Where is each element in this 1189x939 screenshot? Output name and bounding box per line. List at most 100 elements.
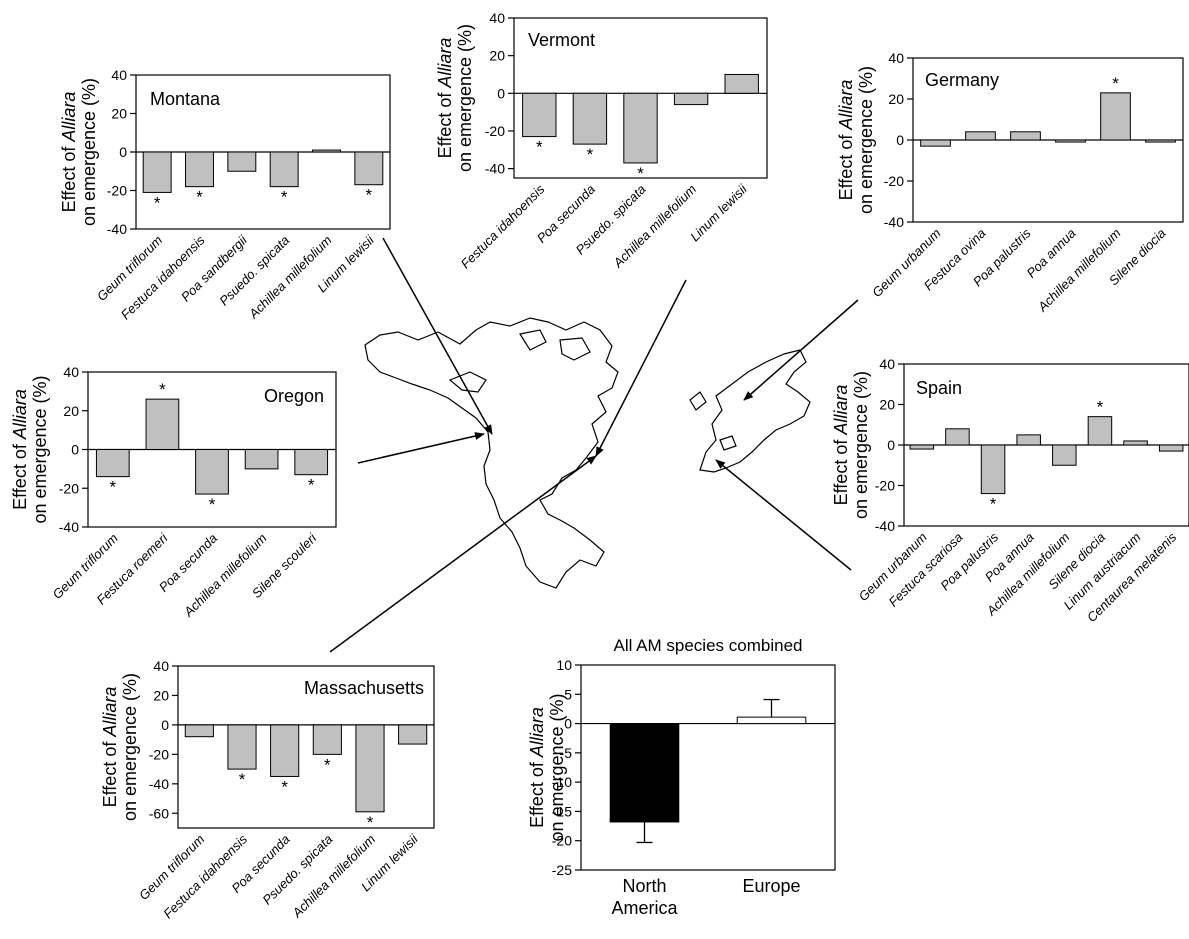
y-tick-label: 0 [71,442,79,458]
y-axis-label: Effect of Alliara on emergence (%) [435,24,475,172]
arrow-vermont [595,279,687,457]
y-axis-label-line1: Effect of Alliara [435,38,455,159]
y-tick-label: 40 [879,356,895,372]
significance-marker: * [637,164,644,183]
bar [355,724,385,813]
significance-marker: * [990,495,997,514]
y-tick-label: -15 [552,803,572,819]
y-axis-label: Effect of Alliara on emergence (%) [831,371,871,519]
y-tick-label: 40 [63,364,79,380]
panel-title: Vermont [528,30,595,50]
y-tick-label: 20 [111,106,127,122]
y-axis-label-line1: Effect of Alliara [10,389,30,510]
y-axis-label-line2: on emergence (%) [851,371,871,519]
arrow-montana [382,237,493,435]
significance-marker: * [1112,74,1119,93]
y-tick-label: 0 [887,437,895,453]
y-tick-label: -40 [107,221,127,237]
y-axis-label-line1: Effect of Alliara [100,687,120,808]
significance-marker: * [308,476,315,495]
bar [269,151,299,188]
y-tick-label: 5 [564,686,572,702]
bar [1158,444,1184,452]
y-tick-label: -25 [552,862,572,878]
bar [227,151,257,172]
y-axis-label: Effect of Alliara on emergence (%) [527,693,567,841]
significance-marker: * [209,495,216,514]
bar [184,724,214,738]
y-tick-label: 0 [497,85,505,101]
bar [920,139,951,147]
bar [398,724,428,745]
y-tick-label: 20 [63,403,79,419]
y-tick-label: -40 [875,518,895,534]
bar [736,716,807,725]
bar [145,398,180,450]
bar [909,444,935,450]
y-tick-label: 0 [564,716,572,732]
significance-marker: * [109,478,116,497]
chart-germany: -40 -20 0 20 40 Germany Effect of Alliara on em… [836,50,1184,315]
bar [294,449,329,476]
bar [185,151,214,188]
y-tick-label: 40 [489,10,505,26]
y-tick-label: 20 [489,48,505,64]
arrow-oregon [357,432,485,464]
significance-marker: * [281,777,288,796]
significance-marker: * [154,193,161,212]
chart-combined: -25 -20 -15 -10 -5 0 5 10 All AM species combine… [527,636,836,918]
y-axis-label: Effect of Alliara on emergence (%) [59,78,99,226]
significance-marker: * [1097,398,1104,417]
y-tick-label: -20 [552,833,572,849]
chart-spain: -40 -20 0 20 40 Spain Effect of Alliara on emer… [831,356,1189,625]
y-axis-label-line2: on emergence (%) [856,66,876,214]
y-axis-label-line2: on emergence (%) [79,78,99,226]
y-tick-label: 0 [119,144,127,160]
y-tick-label: -40 [149,776,169,792]
bar [195,449,229,495]
bar [1100,92,1131,141]
panel-title: Oregon [264,386,324,406]
y-tick-label: -5 [560,745,573,761]
y-tick-label: -20 [875,478,895,494]
y-tick-label: 20 [879,397,895,413]
y-tick-label: 10 [556,657,572,673]
bar [312,149,341,153]
y-axis-label-line1: Effect of Alliara [527,707,547,828]
y-tick-label: -10 [552,774,572,790]
bar [1016,434,1041,446]
y-tick-label: -20 [485,123,505,139]
bar [1010,131,1041,141]
category-label: Europe [742,876,800,896]
plot-frame [177,665,435,829]
y-axis-label: Effect of Alliara on emergence (%) [100,673,140,821]
connector-arrows [329,237,859,653]
bar [724,73,759,94]
bar [945,428,970,446]
category-label: North America [611,876,678,918]
y-axis-label: Effect of Alliara on emergence (%) [10,375,50,523]
bar [354,151,384,186]
y-tick-label: -20 [59,480,79,496]
arrow-massachusetts [329,455,597,653]
bar [1052,444,1077,466]
chart-montana: -40 -20 0 20 40 Montana Effect of Alliara on em… [59,67,391,322]
y-tick-label: -20 [149,746,169,762]
significance-marker: * [587,145,594,164]
panel-title: Montana [150,89,221,109]
significance-marker: * [366,186,373,205]
y-tick-label: 0 [161,717,169,733]
arrow-germany [743,299,859,401]
bar [572,92,608,145]
y-tick-label: -60 [149,805,169,821]
bar [244,449,279,470]
bar [980,444,1006,495]
panel-title: Spain [916,378,962,398]
y-tick-label: 40 [153,658,169,674]
y-axis-label-line2: on emergence (%) [120,673,140,821]
significance-marker: * [159,380,166,399]
bar [965,131,996,141]
significance-marker: * [281,188,288,207]
y-tick-label: -40 [485,161,505,177]
